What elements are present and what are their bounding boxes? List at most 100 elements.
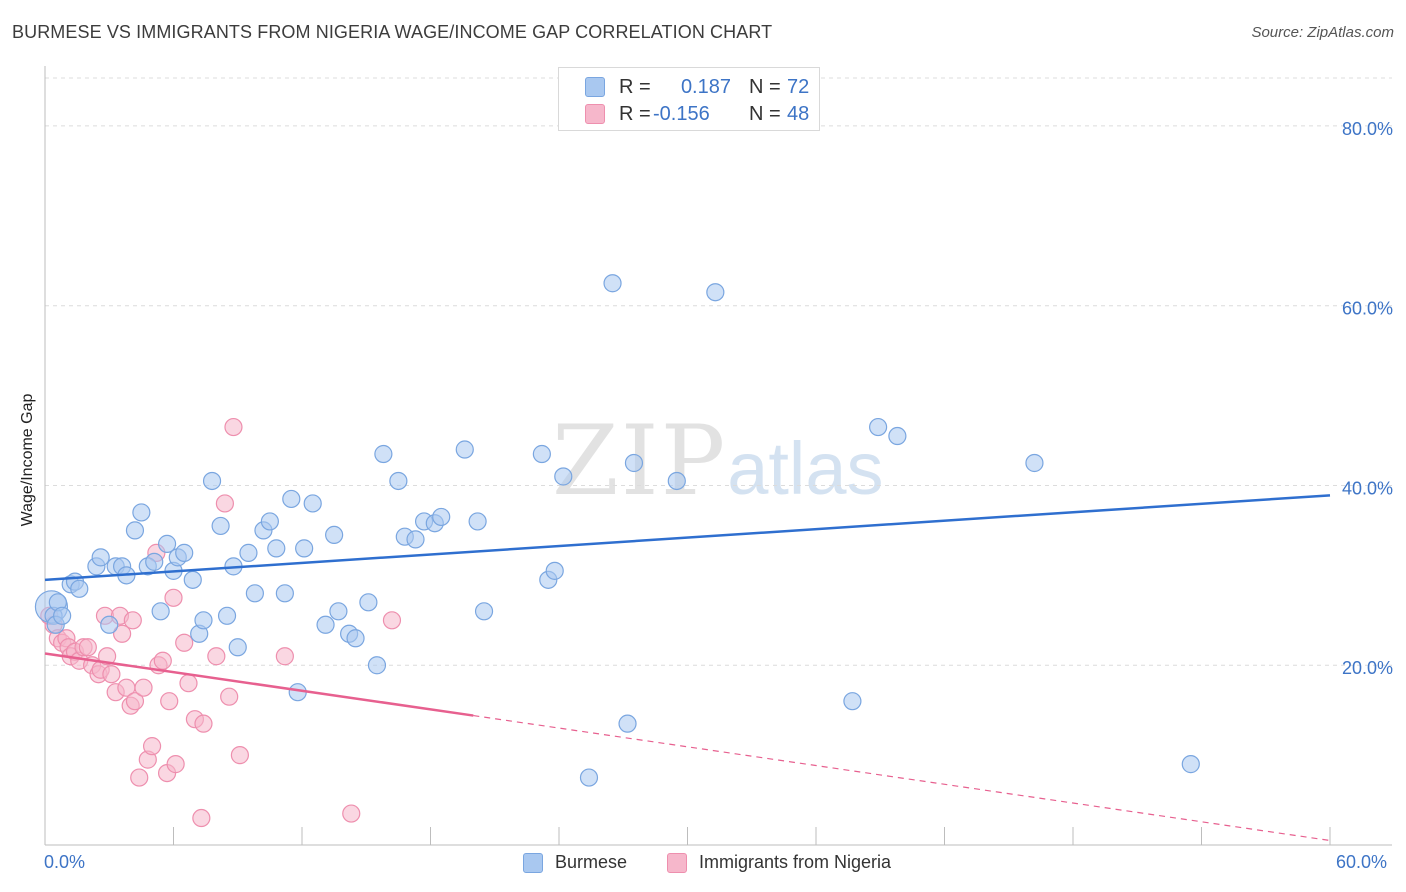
burmese-point [432,507,451,527]
burmese-point [239,543,258,562]
nigeria-point [78,638,97,657]
burmese-point [316,615,335,634]
nigeria-trend-line [44,652,474,717]
legend-label-burmese: Burmese [555,852,628,872]
nigeria-point [215,494,234,513]
nigeria-trend-extension [473,714,1331,842]
burmese-point [145,552,164,571]
nigeria-point [102,665,121,684]
burmese-point [389,471,408,491]
burmese-point [70,579,89,598]
burmese-point [468,512,487,531]
burmese-point [532,444,551,464]
burmese-point [667,471,686,491]
nigeria-point [125,692,145,711]
burmese-point [275,584,294,603]
chart-title: BURMESE VS IMMIGRANTS FROM NIGERIA WAGE/… [12,22,773,42]
legend-n-label: N = [749,75,781,98]
burmese-point [183,570,202,589]
nigeria-point [130,768,149,787]
burmese-point [545,561,564,580]
nigeria-point [98,647,117,666]
nigeria-point [194,714,213,733]
watermark: ZIPatlas [552,405,884,517]
legend-swatch-blue [585,77,605,97]
burmese-point [346,629,365,648]
burmese-point [303,494,322,513]
nigeria-point [342,804,361,823]
burmese-point [474,602,494,621]
burmese-point [455,440,474,459]
burmese-point [1025,453,1044,473]
burmese-point [869,417,888,437]
legend-n-value: 48 [787,102,810,125]
burmese-point [91,548,110,567]
nigeria-point [160,692,179,711]
burmese-point [406,530,425,549]
burmese-point [202,471,222,491]
nigeria-point [207,647,226,666]
legend-r-value: 0.187 [680,75,731,98]
burmese-point [295,539,314,558]
nigeria-point [179,674,198,693]
x-tick-label-min: 0.0% [44,852,86,872]
legend-item-burmese[interactable]: Burmese [523,852,627,873]
nigeria-point [382,611,402,630]
burmese-point [132,503,151,522]
watermark-atlas: atlas [727,427,884,510]
legend-r-label: R = [619,102,651,125]
burmese-point [367,656,387,675]
burmese-point [245,584,264,603]
nigeria-point [220,687,239,706]
burmese-point [194,611,213,630]
nigeria-point [175,633,194,652]
burmese-point [228,638,247,657]
burmese-point [329,602,348,621]
legend-row-burmese: R = 0.187 N = 72 [585,74,809,100]
nigeria-point [112,624,132,643]
legend-r-value: -0.156 [653,102,710,125]
nigeria-point [164,588,183,607]
legend-n-label: N = [749,102,781,125]
burmese-point [211,516,230,536]
burmese-point [157,534,177,553]
y-tick-label: 40.0% [1342,478,1393,498]
burmese-point [374,444,393,464]
burmese-point [267,539,286,558]
legend-n-value: 72 [787,75,810,98]
legend-r-label: R = [619,75,651,98]
legend-item-nigeria[interactable]: Immigrants from Nigeria [667,852,891,873]
nigeria-point [230,746,249,765]
burmese-point [843,692,862,711]
nigeria-point [123,611,142,630]
source-label: Source: ZipAtlas.com [1251,24,1394,41]
burmese-point [579,768,599,787]
legend-row-nigeria: R = -0.156 N = 48 [585,101,809,127]
burmese-point [282,489,301,509]
burmese-trend-line [44,494,1331,582]
legend-swatch-pink [585,104,605,124]
y-tick-label: 60.0% [1342,299,1393,319]
burmese-point [53,606,72,625]
burmese-point [1181,755,1200,774]
burmese-point [624,453,644,473]
x-tick-label-max: 60.0% [1336,852,1388,872]
burmese-point [618,714,637,733]
correlation-legend: R = 0.187 N = 72 R = -0.156 N = 48 [558,67,820,131]
nigeria-point [192,808,211,828]
burmese-point [359,593,378,612]
burmese-point [325,525,344,545]
burmese-point [100,615,119,634]
burmese-point [706,283,725,302]
burmese-point [175,543,194,562]
nigeria-point [142,737,162,756]
burmese-point [125,521,145,540]
nigeria-point [275,647,294,666]
legend-swatch-burmese [523,852,543,873]
legend-swatch-nigeria [667,852,687,873]
burmese-point [260,512,279,531]
nigeria-point [153,651,172,670]
legend-label-nigeria: Immigrants from Nigeria [699,852,892,872]
burmese-point [217,606,237,625]
